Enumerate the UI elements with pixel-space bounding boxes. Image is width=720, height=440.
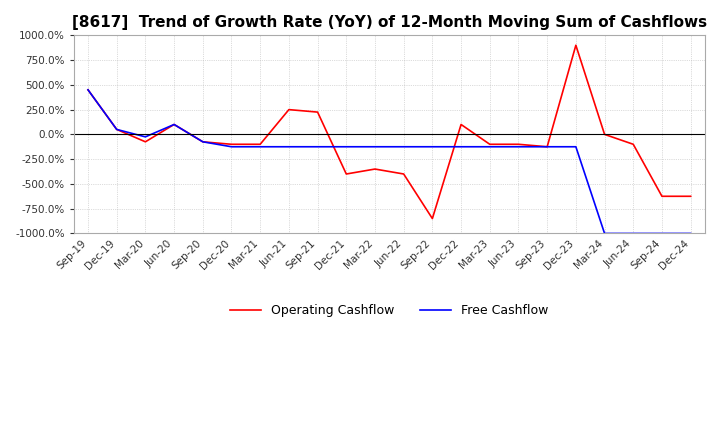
Free Cashflow [600, 231, 609, 236]
Operating Cashflow [456, 122, 465, 127]
Line: Free Cashflow: Free Cashflow [88, 90, 690, 234]
Legend: Operating Cashflow, Free Cashflow: Operating Cashflow, Free Cashflow [225, 299, 554, 322]
Operating Cashflow [199, 139, 207, 144]
Free Cashflow [170, 122, 179, 127]
Free Cashflow [657, 231, 666, 236]
Operating Cashflow [342, 171, 351, 176]
Free Cashflow [228, 144, 236, 150]
Operating Cashflow [485, 142, 494, 147]
Free Cashflow [543, 144, 552, 150]
Free Cashflow [342, 144, 351, 150]
Operating Cashflow [170, 122, 179, 127]
Operating Cashflow [543, 144, 552, 150]
Free Cashflow [428, 144, 437, 150]
Free Cashflow [572, 144, 580, 150]
Free Cashflow [485, 144, 494, 150]
Operating Cashflow [657, 194, 666, 199]
Operating Cashflow [600, 132, 609, 137]
Free Cashflow [84, 87, 92, 92]
Operating Cashflow [313, 110, 322, 115]
Free Cashflow [284, 144, 293, 150]
Free Cashflow [313, 144, 322, 150]
Operating Cashflow [228, 142, 236, 147]
Free Cashflow [371, 144, 379, 150]
Line: Operating Cashflow: Operating Cashflow [88, 45, 690, 219]
Operating Cashflow [284, 107, 293, 112]
Operating Cashflow [514, 142, 523, 147]
Operating Cashflow [371, 166, 379, 172]
Operating Cashflow [572, 43, 580, 48]
Free Cashflow [112, 127, 121, 132]
Operating Cashflow [84, 87, 92, 92]
Free Cashflow [514, 144, 523, 150]
Title: [8617]  Trend of Growth Rate (YoY) of 12-Month Moving Sum of Cashflows: [8617] Trend of Growth Rate (YoY) of 12-… [72, 15, 707, 30]
Operating Cashflow [112, 127, 121, 132]
Free Cashflow [400, 144, 408, 150]
Operating Cashflow [400, 171, 408, 176]
Free Cashflow [629, 231, 638, 236]
Operating Cashflow [141, 139, 150, 144]
Free Cashflow [686, 231, 695, 236]
Free Cashflow [141, 134, 150, 139]
Free Cashflow [199, 139, 207, 144]
Operating Cashflow [428, 216, 437, 221]
Operating Cashflow [256, 142, 264, 147]
Operating Cashflow [686, 194, 695, 199]
Free Cashflow [256, 144, 264, 150]
Free Cashflow [456, 144, 465, 150]
Operating Cashflow [629, 142, 638, 147]
